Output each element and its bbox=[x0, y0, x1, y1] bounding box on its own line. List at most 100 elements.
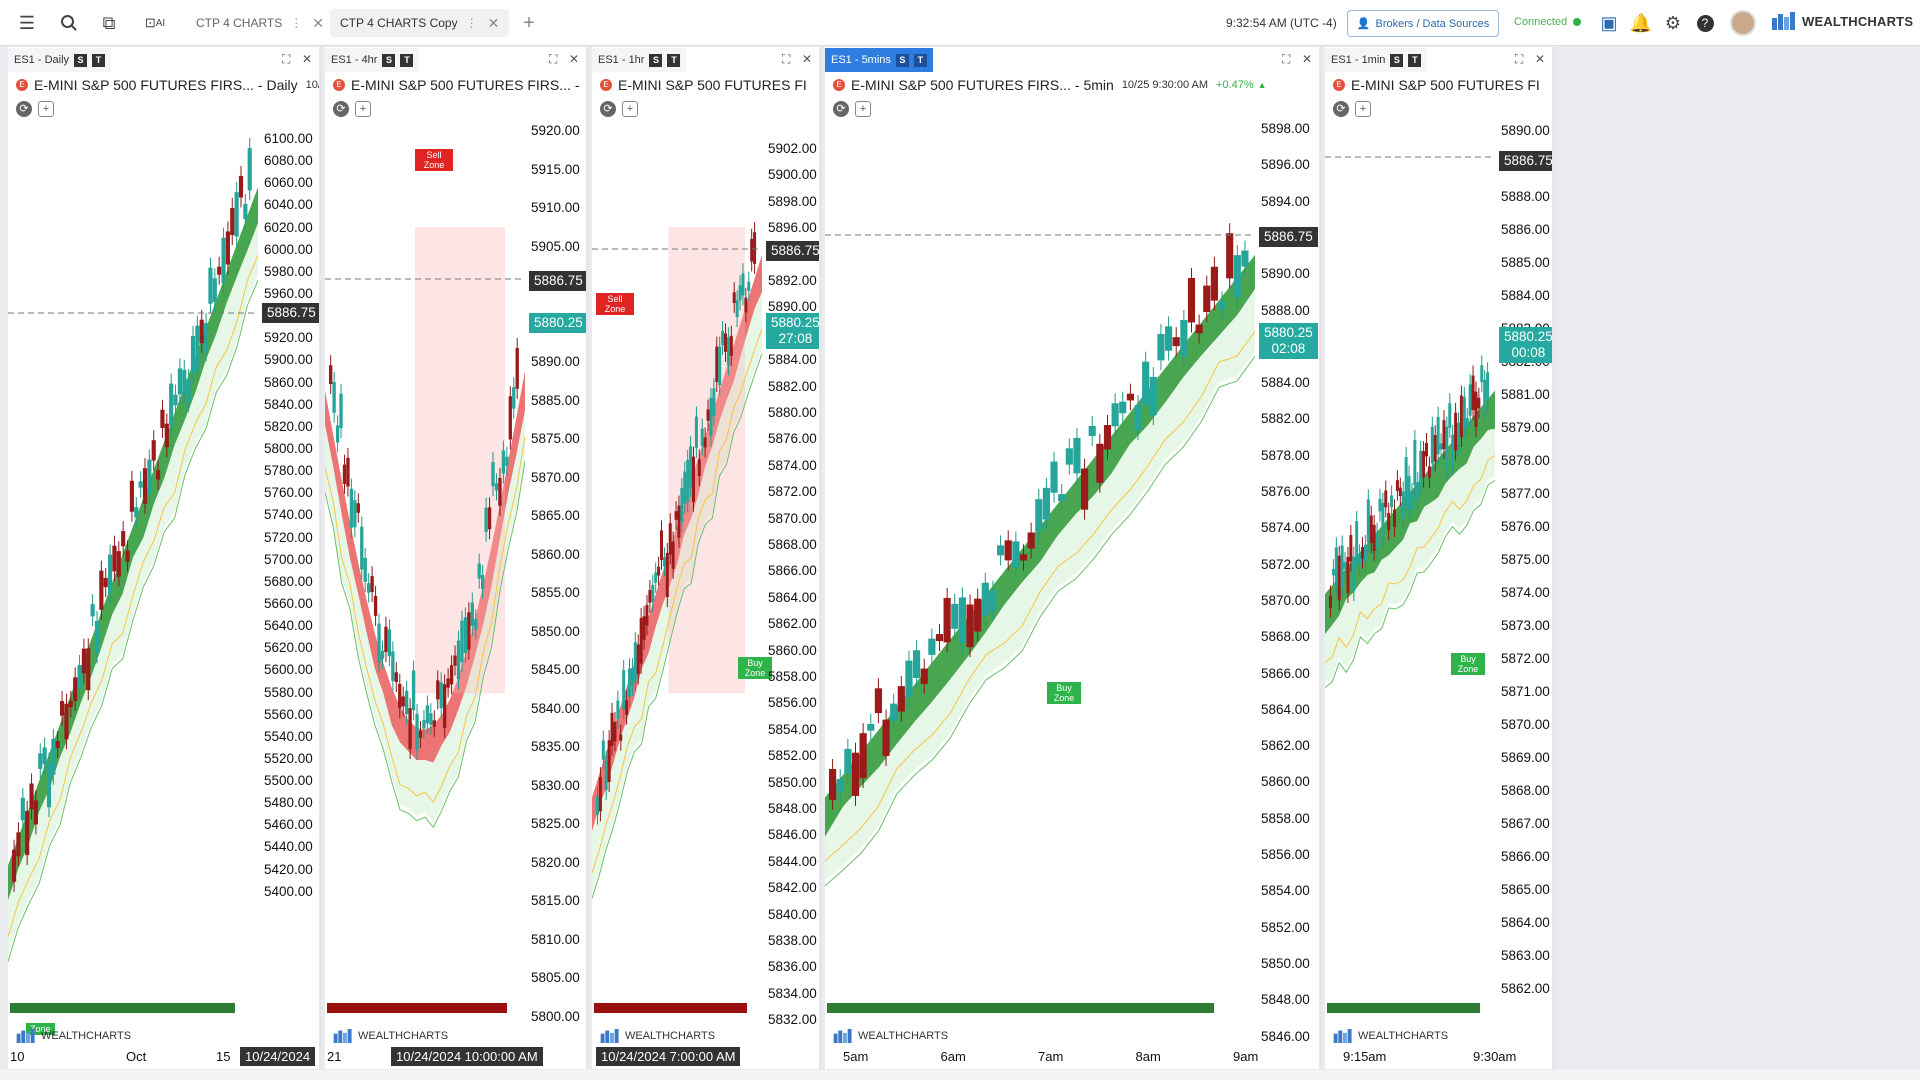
panel-header: ES1 - 1min S T bbox=[1325, 47, 1552, 73]
price-tick-label: 5872.00 bbox=[768, 484, 817, 500]
price-tick-label: 5580.00 bbox=[264, 684, 313, 700]
time-axis[interactable]: 10/24/2024 7:00:00 AM bbox=[592, 1045, 819, 1069]
t-badge[interactable]: T bbox=[400, 53, 414, 67]
candle bbox=[1180, 319, 1188, 357]
t-badge[interactable]: T bbox=[667, 53, 681, 67]
settings-icon[interactable]: ⟳ bbox=[600, 101, 616, 117]
s-badge[interactable]: S bbox=[382, 53, 396, 67]
candle bbox=[1372, 524, 1376, 551]
s-badge[interactable]: S bbox=[895, 53, 909, 67]
candle bbox=[1427, 466, 1431, 478]
tab-options-icon[interactable]: ⋮ bbox=[290, 16, 303, 30]
panel-tab-label: ES1 - 1hr bbox=[598, 54, 645, 66]
price-chart[interactable] bbox=[825, 47, 1255, 1069]
add-indicator-icon[interactable]: + bbox=[38, 101, 54, 117]
panel-tab[interactable]: ES1 - 1hr S T bbox=[592, 48, 687, 72]
tab-ctp-4-charts-copy[interactable]: CTP 4 CHARTS Copy ⋮ ✕ bbox=[330, 9, 510, 37]
t-badge[interactable]: T bbox=[913, 53, 927, 67]
candle bbox=[610, 712, 614, 746]
add-indicator-icon[interactable]: + bbox=[622, 101, 638, 117]
price-tick-label: 5862.00 bbox=[1261, 738, 1310, 754]
close-icon[interactable]: ✕ bbox=[312, 14, 324, 31]
search-icon[interactable] bbox=[56, 10, 82, 36]
time-axis[interactable]: 9:15am 9:30am bbox=[1325, 1045, 1552, 1069]
bell-icon[interactable]: 🔔 bbox=[1629, 12, 1653, 33]
s-badge[interactable]: S bbox=[74, 53, 88, 67]
maximize-icon[interactable]: ⛶ bbox=[282, 52, 291, 66]
chart-panel-4[interactable]: ES1 - 5mins S T ⛶ ✕ E E-MINI S&P 500 FUTURES F… bbox=[825, 47, 1322, 1069]
candle bbox=[1073, 437, 1081, 474]
tab-ctp-4-charts[interactable]: CTP 4 CHARTS ⋮ ✕ bbox=[186, 9, 334, 37]
price-chart[interactable] bbox=[592, 47, 762, 1069]
panel-tab[interactable]: ES1 - 5mins S T bbox=[825, 48, 933, 72]
maximize-icon[interactable]: ⛶ bbox=[1515, 52, 1524, 66]
avatar[interactable] bbox=[1730, 10, 1756, 36]
close-icon[interactable]: ✕ bbox=[302, 52, 313, 66]
price-axis[interactable]: 5898.005896.005894.005892.005890.005888.… bbox=[1257, 47, 1319, 1052]
chart-panel-1[interactable]: ES1 - Daily S T ⛶ ✕ E E-MINI S&P 500 FUTURES F… bbox=[8, 47, 322, 1069]
candle bbox=[1050, 461, 1058, 493]
price-tick-label: 5876.00 bbox=[768, 431, 817, 447]
price-chart[interactable] bbox=[8, 47, 258, 1069]
settings-icon[interactable]: ⟳ bbox=[833, 101, 849, 117]
panel-tab[interactable]: ES1 - Daily S T bbox=[8, 48, 112, 72]
t-badge[interactable]: T bbox=[92, 53, 106, 67]
price-axis[interactable]: 5920.005915.005910.005905.005900.005895.… bbox=[527, 47, 586, 1052]
menu-icon[interactable]: ☰ bbox=[18, 12, 36, 33]
close-icon[interactable]: ✕ bbox=[487, 14, 500, 31]
chart-panel-3[interactable]: ES1 - 1hr S T ⛶ ✕ E E-MINI S&P 500 FUTURES FI ⟳… bbox=[592, 47, 822, 1069]
price-axis[interactable]: 5890.005889.005888.005886.005885.005884.… bbox=[1497, 47, 1552, 1052]
add-indicator-icon[interactable]: + bbox=[355, 101, 371, 117]
signal-bar bbox=[10, 1003, 235, 1013]
chart-panel-2[interactable]: ES1 - 4hr S T ⛶ ✕ E E-MINI S&P 500 FUTURES FIR… bbox=[325, 47, 589, 1069]
settings-icon[interactable]: ⟳ bbox=[16, 101, 32, 117]
candle bbox=[418, 731, 423, 738]
help-icon[interactable]: ? bbox=[1692, 10, 1718, 36]
panel-tab[interactable]: ES1 - 1min S T bbox=[1325, 48, 1428, 72]
price-tick-label: 5890.00 bbox=[531, 354, 580, 369]
price-tick-label: 5850.00 bbox=[1261, 955, 1310, 971]
price-axis[interactable]: 5902.005900.005898.005896.005894.005892.… bbox=[764, 47, 819, 1052]
time-axis[interactable]: 10 Oct 15 10/24/2024 bbox=[8, 1045, 319, 1069]
s-badge[interactable]: S bbox=[1390, 53, 1404, 67]
candle bbox=[1081, 468, 1089, 510]
maximize-icon[interactable]: ⛶ bbox=[549, 52, 558, 66]
chart-panel-5[interactable]: ES1 - 1min S T ⛶ ✕ E E-MINI S&P 500 FUTURES FI… bbox=[1325, 47, 1555, 1069]
settings-icon[interactable]: ⟳ bbox=[1333, 101, 1349, 117]
add-indicator-icon[interactable]: + bbox=[1355, 101, 1371, 117]
candle bbox=[173, 394, 178, 406]
close-icon[interactable]: ✕ bbox=[1535, 52, 1546, 66]
price-chart[interactable] bbox=[325, 47, 525, 1069]
panel-tab[interactable]: ES1 - 4hr S T bbox=[325, 48, 420, 72]
s-badge[interactable]: S bbox=[649, 53, 663, 67]
add-indicator-icon[interactable]: + bbox=[855, 101, 871, 117]
add-tab-icon[interactable]: + bbox=[523, 11, 535, 34]
candle bbox=[1398, 487, 1402, 496]
maximize-icon[interactable]: ⛶ bbox=[1282, 52, 1291, 66]
settings-icon[interactable]: ⟳ bbox=[333, 101, 349, 117]
maximize-icon[interactable]: ⛶ bbox=[782, 52, 791, 66]
save-icon[interactable]: ▣ bbox=[1600, 12, 1618, 33]
t-badge[interactable]: T bbox=[1408, 53, 1422, 67]
price-tick-label: 5560.00 bbox=[264, 706, 313, 722]
ai-icon[interactable]: ⊡ AI bbox=[144, 15, 166, 30]
candle bbox=[1480, 365, 1484, 383]
candle bbox=[680, 487, 684, 523]
candle bbox=[874, 688, 882, 714]
price-chart[interactable] bbox=[1325, 47, 1495, 1069]
watermark: WEALTHCHARTS bbox=[600, 1029, 715, 1043]
time-axis[interactable]: 21 10/24/2024 10:00:00 AM bbox=[325, 1045, 586, 1069]
close-icon[interactable]: ✕ bbox=[1302, 52, 1313, 66]
close-icon[interactable]: ✕ bbox=[569, 52, 580, 66]
price-tick-label: 6060.00 bbox=[264, 175, 313, 191]
price-axis[interactable]: 6100.00 6080.00 6060.00 6040.00 6020.00 6000.… bbox=[260, 47, 319, 1052]
gear-icon[interactable]: ⚙ bbox=[1664, 12, 1682, 33]
time-axis[interactable]: 5am 6am 7am 8am 9am bbox=[825, 1045, 1319, 1069]
close-icon[interactable]: ✕ bbox=[802, 52, 813, 66]
exchange-icon: E bbox=[600, 79, 612, 91]
tab-options-icon[interactable]: ⋮ bbox=[465, 16, 478, 30]
layouts-icon[interactable]: ⧉ bbox=[102, 12, 116, 33]
candle bbox=[747, 281, 751, 292]
candle bbox=[628, 668, 631, 697]
brokers-button[interactable]: 👤 Brokers / Data Sources bbox=[1347, 10, 1499, 37]
